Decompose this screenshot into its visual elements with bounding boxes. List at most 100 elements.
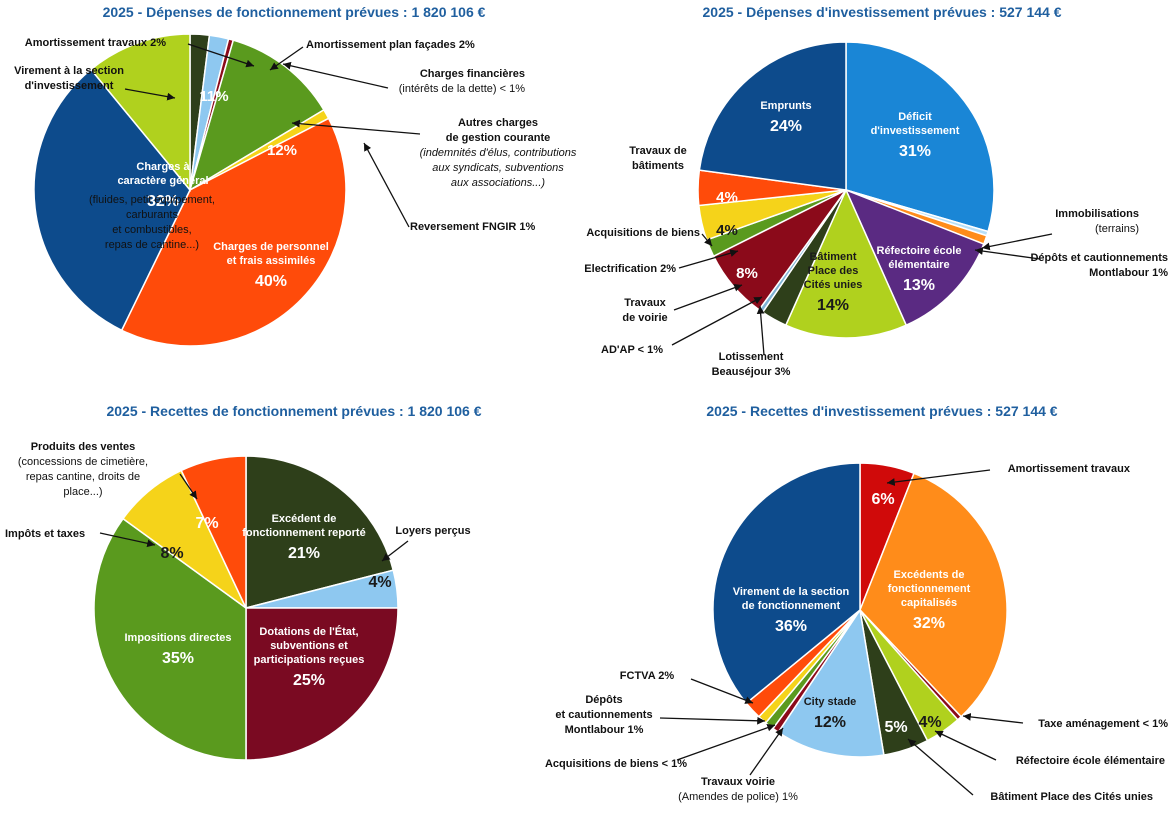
callout-label-taxe-amenagement-1: Taxe aménagement < 1% bbox=[1038, 718, 1168, 730]
slice-value-4: 4% bbox=[918, 714, 941, 731]
pie-chart-depenses-fonctionnement: Charges de personnel et frais assimilés 40… bbox=[14, 33, 577, 347]
slice-label-impositions-directes: Impositions directes bbox=[125, 632, 232, 644]
callout-arrow bbox=[678, 249, 739, 269]
callout-arrow bbox=[934, 730, 997, 761]
callout-label-amortissement-travaux: Amortissement travaux bbox=[1008, 463, 1131, 475]
slice-label-charges-a-caractere-general: Charges à caractère général bbox=[117, 161, 208, 187]
callout-label-batiment-place-des-cites-unies: Bâtiment Place des Cités unies bbox=[990, 791, 1153, 803]
callout-label-autres-charges: Autres charges de gestion courante (indemn… bbox=[420, 117, 577, 189]
slice-value-32: 32% bbox=[913, 615, 945, 632]
callout-arrow bbox=[124, 88, 176, 101]
pie-slice-11 bbox=[698, 41, 847, 191]
callout-label-11: 11% bbox=[199, 88, 228, 105]
callout-arrow bbox=[659, 716, 766, 725]
pie-slice-2 bbox=[245, 607, 399, 761]
callout-arrow bbox=[269, 46, 304, 71]
callout-label-travaux-voirie: Travaux voirie (Amendes de police) 1% bbox=[678, 776, 798, 803]
pie-slice-3 bbox=[93, 517, 247, 761]
callout-label-acquisitions-de-biens: Acquisitions de biens bbox=[586, 227, 700, 239]
callout-arrow bbox=[962, 713, 1024, 724]
callout-arrow bbox=[381, 540, 409, 562]
callout-arrow bbox=[282, 61, 389, 89]
panel-recettes-fonctionnement: 2025 - Recettes de fonctionnement prévue… bbox=[0, 403, 588, 814]
pie-chart-recettes-investissement: 6% Excédents de fonctionnement capitalisés 3… bbox=[545, 462, 1168, 803]
callout-arrow bbox=[673, 284, 743, 311]
slice-value-21: 21% bbox=[288, 545, 320, 562]
panel-depenses-fonctionnement: 2025 - Dépenses de fonctionnement prévue… bbox=[0, 0, 588, 407]
callout-arrow bbox=[99, 532, 156, 548]
callout-label-ad-ap-1: AD'AP < 1% bbox=[601, 344, 663, 356]
callout-arrow bbox=[756, 305, 765, 356]
slice-label-batiment-place-des-cites-unies: Bâtiment Place des Cités unies bbox=[804, 251, 863, 291]
slice-value-31: 31% bbox=[899, 143, 931, 160]
callout-arrow bbox=[981, 233, 1053, 251]
callout-label-immobilisations: Immobilisations (terrains) bbox=[1055, 208, 1139, 235]
callout-label-8: 8% bbox=[736, 265, 758, 282]
callout-label-4: 4% bbox=[716, 222, 738, 239]
callout-label-depots-et-cautionnements: Dépôts et cautionnements Montlabour 1% bbox=[1030, 252, 1168, 279]
slice-label-excedents-de-fonctionnement-capitalises: Excédents de fonctionnement capitalisés bbox=[888, 569, 971, 609]
pie-slice-5 bbox=[120, 117, 347, 347]
callout-label-electrification-2: Electrification 2% bbox=[584, 263, 676, 275]
callout-label-amortissement-plan-facades-2: Amortissement plan façades 2% bbox=[306, 39, 475, 51]
callout-label-travaux: Travaux de voirie bbox=[622, 297, 667, 324]
chart-title: 2025 - Recettes de fonctionnement prévue… bbox=[106, 403, 482, 419]
slice-label-charges-de-personnel-et-frais-assimiles: Charges de personnel et frais assimilés bbox=[213, 241, 329, 267]
pie-slice-6 bbox=[33, 68, 191, 332]
slice-label-virement-de-la-section-de-fonctionnement: Virement de la section de fonctionnement bbox=[733, 586, 850, 612]
pie-slice-5 bbox=[180, 455, 247, 609]
slice-value-32: 32% bbox=[147, 193, 179, 210]
callout-arrow bbox=[676, 723, 776, 761]
slice-value-12: 12% bbox=[814, 714, 846, 731]
slice-label-excedent-de-fonctionnement-reporte: Excédent de fonctionnement reporté bbox=[242, 513, 365, 539]
callout-label-produits-des-ventes: Produits des ventes (concessions de cimet… bbox=[18, 441, 148, 498]
pie-chart-recettes-fonctionnement: Excédent de fonctionnement reporté 21% 4% Do… bbox=[5, 441, 471, 761]
slice-label-refectoire-ecole-elementaire: Réfectoire école élémentaire bbox=[877, 245, 962, 271]
chart-title: 2025 - Dépenses de fonctionnement prévue… bbox=[102, 4, 486, 20]
callout-arrow bbox=[291, 119, 421, 135]
slice-value-4: 4% bbox=[368, 574, 391, 591]
callout-label-charges-financieres: Charges financières (intérêts de la dette… bbox=[399, 68, 525, 95]
slice-label-emprunts: Emprunts bbox=[760, 100, 811, 112]
callout-label-depots: Dépôts et cautionnements Montlabour 1% bbox=[555, 694, 652, 736]
slice-value-7: 7% bbox=[195, 515, 218, 532]
callout-label-amortissement-travaux-2: Amortissement travaux 2% bbox=[25, 37, 166, 49]
callout-arrow bbox=[907, 738, 974, 796]
slice-value-5: 5% bbox=[884, 719, 907, 736]
callout-label-refectoire-ecole-elementaire: Réfectoire école élémentaire bbox=[1016, 755, 1165, 767]
callout-label-impots-et-taxes: Impôts et taxes bbox=[5, 528, 85, 540]
panel-recettes-investissement: 2025 - Recettes d'investissement prévues… bbox=[545, 403, 1176, 814]
callout-arrow bbox=[690, 678, 754, 704]
pie-slice-0 bbox=[845, 41, 995, 233]
callout-label-fctva-2: FCTVA 2% bbox=[620, 670, 675, 682]
callout-arrow bbox=[701, 233, 713, 247]
pie-slice-0 bbox=[245, 455, 395, 609]
callout-label-acquisitions-de-biens-1: Acquisitions de biens < 1% bbox=[545, 758, 687, 770]
callout-arrow bbox=[974, 247, 1041, 260]
callout-arrow bbox=[363, 142, 410, 228]
slice-value-24: 24% bbox=[770, 118, 802, 135]
slice-label-deficit-d-investissement: Déficit d'investissement bbox=[871, 111, 960, 137]
chart-title: 2025 - Dépenses d'investissement prévues… bbox=[702, 4, 1062, 20]
pie-slice-10 bbox=[712, 462, 861, 705]
slice-value-36: 36% bbox=[775, 618, 807, 635]
slice-label-city-stade: City stade bbox=[804, 696, 857, 708]
slice-value-25: 25% bbox=[293, 672, 325, 689]
callout-label-reversement-fngir-1: Reversement FNGIR 1% bbox=[410, 221, 536, 233]
callout-arrow bbox=[187, 43, 255, 68]
callout-label-loyers-percus: Loyers perçus bbox=[395, 525, 470, 537]
callout-label-12: 12% bbox=[267, 142, 297, 159]
callout-arrow bbox=[179, 473, 198, 500]
slice-value-8: 8% bbox=[160, 545, 183, 562]
callout-label-travaux-de: Travaux de bâtiments bbox=[629, 145, 686, 172]
callout-label-lotissement: Lotissement Beauséjour 3% bbox=[712, 351, 791, 378]
slice-value-40: 40% bbox=[255, 273, 287, 290]
pie-slice-4 bbox=[784, 188, 908, 339]
chart-title: 2025 - Recettes d'investissement prévues… bbox=[706, 403, 1058, 419]
callout-arrow bbox=[671, 296, 763, 346]
slice-value-14: 14% bbox=[817, 297, 849, 314]
callout-label-4: 4% bbox=[716, 189, 738, 206]
slice-label-dotations-de-l-etat-subventions-et-participations-recues: Dotations de l'État, subventions et partic… bbox=[254, 625, 365, 666]
slice-value-35: 35% bbox=[162, 650, 194, 667]
pie-slice-7 bbox=[89, 33, 191, 193]
